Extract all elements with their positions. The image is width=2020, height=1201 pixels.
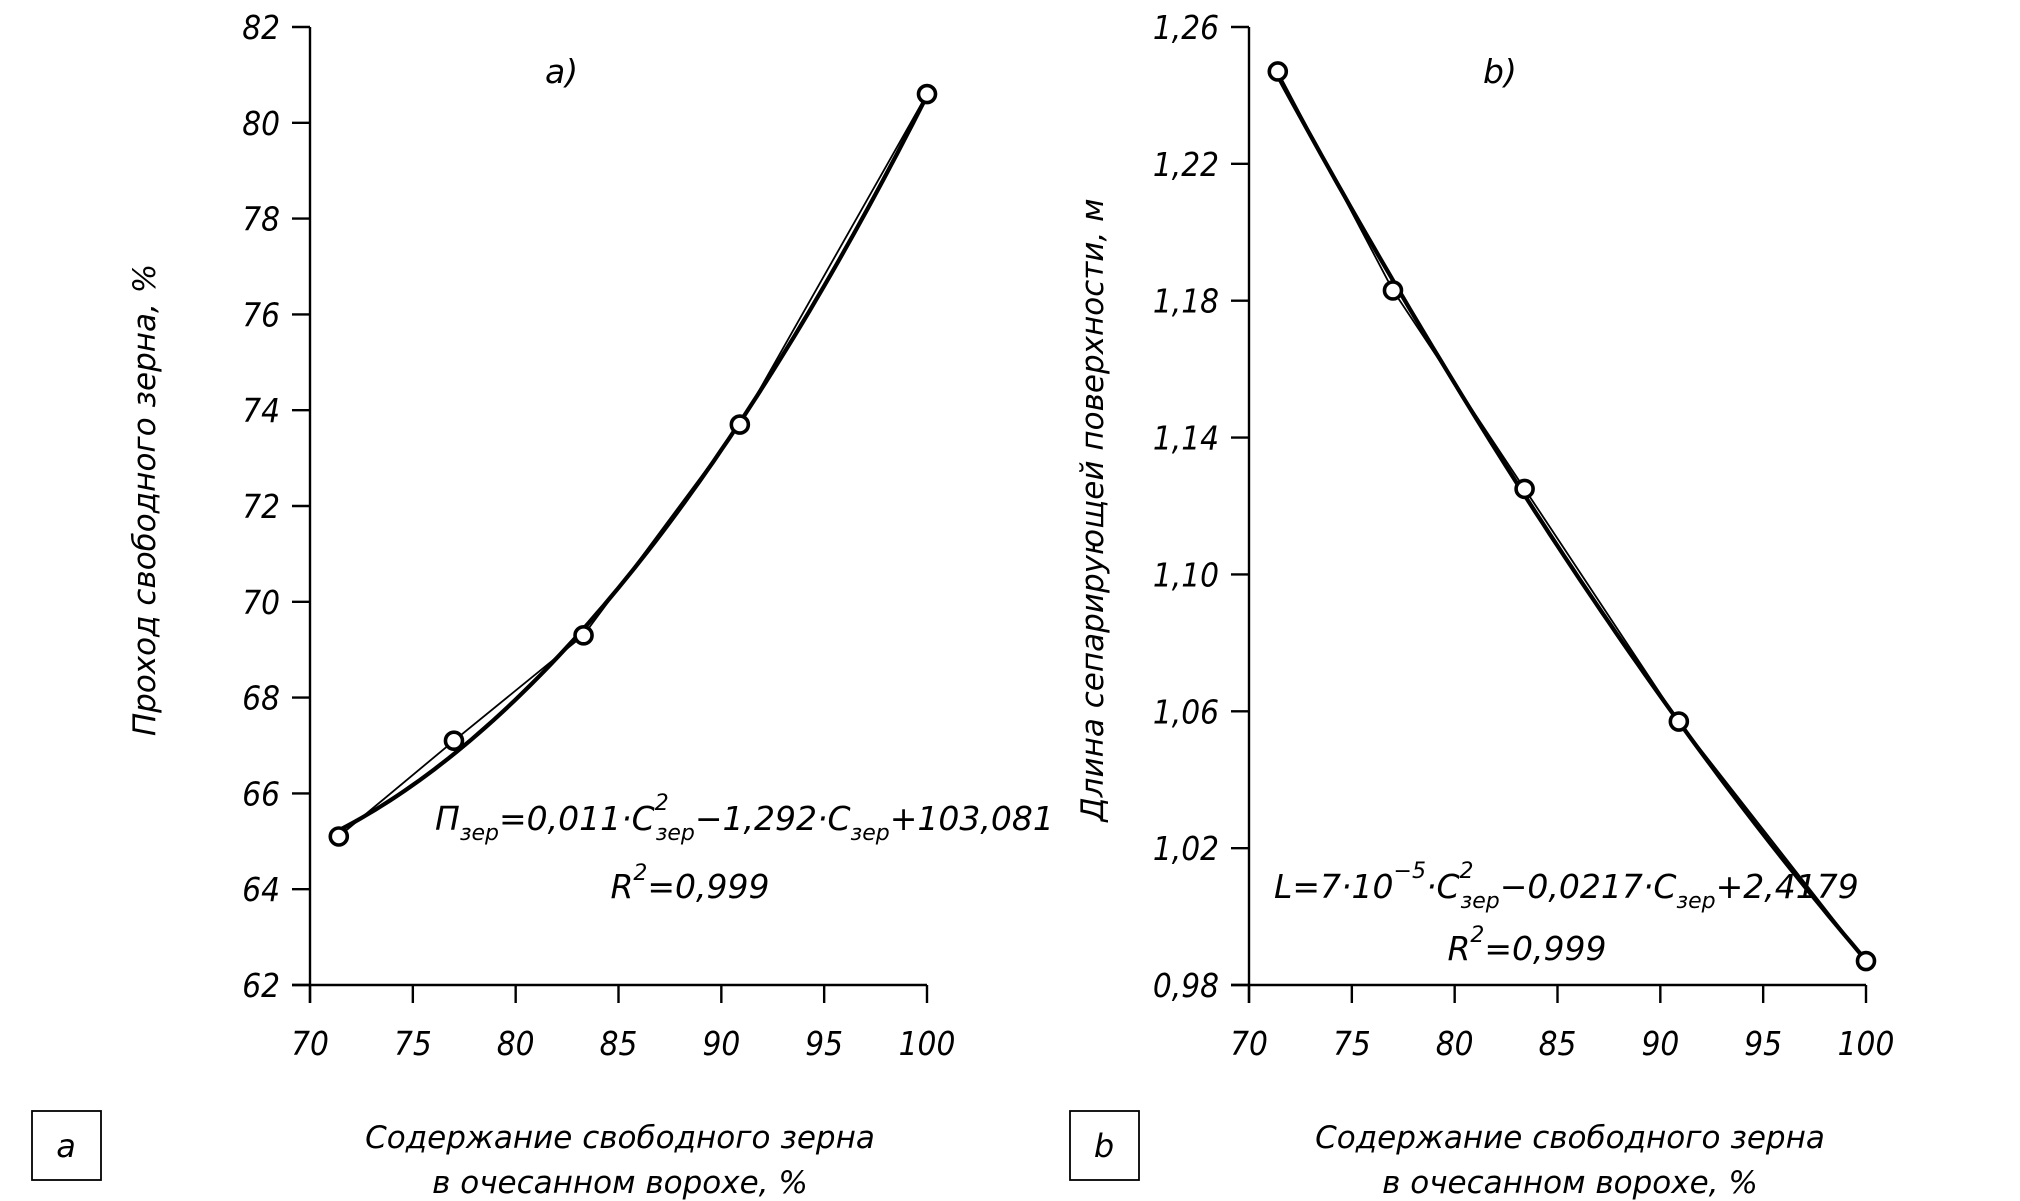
eq-b-part1: =7·10 xyxy=(1292,867,1393,906)
r2-b-sup: 2 xyxy=(1470,923,1484,948)
y-axis-title-a: Проход свободного зерна, % xyxy=(127,264,163,736)
r-squared-a: R2=0,999 xyxy=(610,861,769,906)
y-tick-label: 66 xyxy=(242,774,280,813)
eq-a-part2: −1,292·C xyxy=(695,799,851,838)
eq-b-sub1: зер xyxy=(1461,889,1500,914)
x-tick-label: 75 xyxy=(1333,1024,1371,1063)
x-tick-label: 85 xyxy=(1539,1024,1577,1063)
eq-b-sup1: 2 xyxy=(1460,859,1474,884)
eq-a-sub2: зер xyxy=(851,821,890,846)
eq-b-part1b: ·C xyxy=(1426,867,1460,906)
chart-panel-b: 0,98 1,02 1,06 1,10 1,14 1,18 1,22 1,26 70 75 80 85… xyxy=(1069,8,1894,1201)
trend-line xyxy=(1275,73,1869,963)
eq-b-part3: +2,4179 xyxy=(1716,867,1859,906)
r2-a-sup: 2 xyxy=(633,861,647,886)
y-tick-label: 1,22 xyxy=(1153,145,1219,184)
y-axis-title-b: Длина сепарирующей поверхности, м xyxy=(1075,198,1111,823)
data-point xyxy=(443,730,465,752)
y-tick-label: 72 xyxy=(242,487,280,526)
data-point xyxy=(1267,61,1289,82)
y-tick-label: 62 xyxy=(242,966,280,1005)
trend-line xyxy=(336,93,930,833)
y-tick-label: 1,18 xyxy=(1153,282,1219,321)
data-series-line xyxy=(1277,71,1867,962)
chart-panel-a: 62 64 66 68 70 72 74 76 78 80 82 70 75 80 85 90 95 100 a)… xyxy=(31,8,1054,1201)
axes-b: 0,98 1,02 1,06 1,10 1,14 1,18 1,22 1,26 70 75 80 85… xyxy=(1153,8,1894,1063)
y-tick-label: 1,26 xyxy=(1153,8,1219,47)
r2-b-value: =0,999 xyxy=(1484,929,1606,968)
x-tick-label: 100 xyxy=(899,1024,956,1063)
y-tick-label: 82 xyxy=(242,8,280,47)
eq-b-part2: −0,0217·C xyxy=(1500,867,1677,906)
data-point xyxy=(1514,478,1535,500)
x-axis-title-b-line2: в очесанном ворохе, % xyxy=(1382,1165,1758,1201)
x-tick-label: 80 xyxy=(497,1024,535,1063)
panel-box-label-a: a xyxy=(56,1127,76,1165)
marks-b xyxy=(1267,61,1877,972)
y-tick-label: 80 xyxy=(242,104,280,143)
eq-b-sub2: зер xyxy=(1676,889,1715,914)
x-tick-label: 70 xyxy=(291,1024,329,1063)
data-point xyxy=(1668,711,1690,732)
data-point xyxy=(916,83,938,105)
data-point xyxy=(1855,950,1877,972)
equation-a: Пзер=0,011·C2 зер−1,292·Cзер+103,081 xyxy=(435,791,1054,846)
x-tick-label: 85 xyxy=(600,1024,638,1063)
eq-b-exp: −5 xyxy=(1394,859,1426,884)
y-tick-label: 70 xyxy=(242,583,280,622)
x-tick-label: 70 xyxy=(1230,1024,1268,1063)
y-tick-label: 1,14 xyxy=(1153,419,1219,458)
panel-box-a xyxy=(31,1110,102,1181)
r2-a-prefix: R xyxy=(610,867,633,906)
eq-a-sub1: зер xyxy=(656,821,695,846)
x-tick-label: 90 xyxy=(702,1024,740,1063)
y-tick-label: 1,02 xyxy=(1153,829,1219,868)
marks-a xyxy=(328,83,938,847)
eq-a-lhs-sub: зер xyxy=(460,821,499,846)
r2-a-value: =0,999 xyxy=(647,867,769,906)
r-squared-b: R2=0,999 xyxy=(1447,923,1606,968)
x-tick-label: 100 xyxy=(1838,1024,1895,1063)
data-series-line xyxy=(338,93,928,838)
data-point xyxy=(573,625,594,646)
y-tick-label: 68 xyxy=(242,679,280,718)
y-tick-label: 64 xyxy=(242,870,280,909)
y-tick-label: 1,06 xyxy=(1153,692,1219,731)
data-point xyxy=(1382,280,1404,301)
eq-b-lhs: L xyxy=(1274,867,1292,906)
panel-label-a: a) xyxy=(545,52,578,91)
x-axis-title-a-line2: в очесанном ворохе, % xyxy=(432,1165,808,1201)
x-axis-title-b-line1: Содержание свободного зерна xyxy=(1315,1120,1825,1156)
y-tick-label: 78 xyxy=(242,200,280,239)
y-tick-label: 76 xyxy=(242,295,280,334)
y-tick-label: 0,98 xyxy=(1153,966,1219,1005)
data-point xyxy=(729,414,751,435)
eq-a-lhs: П xyxy=(435,799,460,838)
r2-b-prefix: R xyxy=(1447,929,1470,968)
x-tick-label: 95 xyxy=(1744,1024,1782,1063)
eq-a-sup1: 2 xyxy=(655,791,669,816)
eq-a-part1: =0,011·C xyxy=(499,799,655,838)
panel-box-b xyxy=(1069,1110,1140,1181)
x-tick-label: 95 xyxy=(805,1024,843,1063)
x-axis-title-a-line1: Содержание свободного зерна xyxy=(365,1120,875,1156)
x-tick-label: 90 xyxy=(1641,1024,1679,1063)
data-point xyxy=(328,826,350,847)
equation-b: L=7·10−5·C2 зер−0,0217·Cзер+2,4179 xyxy=(1274,859,1859,914)
panel-box-label-b: b xyxy=(1094,1127,1114,1165)
eq-a-part3: +103,081 xyxy=(890,799,1054,838)
axes-a: 62 64 66 68 70 72 74 76 78 80 82 70 75 80 85 90 95 100 xyxy=(242,8,955,1063)
x-tick-label: 80 xyxy=(1436,1024,1474,1063)
x-tick-label: 75 xyxy=(394,1024,432,1063)
y-tick-label: 1,10 xyxy=(1153,555,1219,594)
panel-label-b: b) xyxy=(1483,52,1517,91)
y-tick-label: 74 xyxy=(242,391,280,430)
